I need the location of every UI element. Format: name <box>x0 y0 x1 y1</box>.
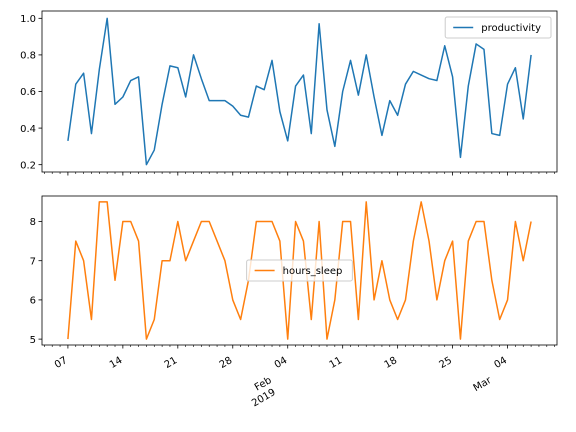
productivity-legend-label: productivity <box>481 23 541 34</box>
hours-sleep-legend: hours_sleep <box>246 259 353 282</box>
series-line-productivity <box>67 17 532 166</box>
hours-sleep-series <box>67 201 532 340</box>
series-line-hours-sleep <box>67 201 532 340</box>
productivity-panel: 0.2 0.4 0.6 0.8 1.0 productivity <box>20 10 558 176</box>
hours-sleep-y-axis: 5 6 7 8 <box>30 217 42 346</box>
y-tick-label: 0.8 <box>20 51 36 62</box>
y-tick-label: 1.0 <box>20 14 36 25</box>
y-tick-label: 7 <box>30 256 36 267</box>
hours-sleep-x-ticks <box>44 345 555 349</box>
hours-sleep-plot-frame <box>41 195 558 346</box>
y-tick-label: 0.4 <box>20 124 36 135</box>
y-tick-label: 8 <box>30 217 36 228</box>
productivity-legend: productivity <box>444 16 552 39</box>
productivity-legend-box <box>444 16 552 39</box>
productivity-series <box>67 17 532 166</box>
y-tick-label: 5 <box>30 335 36 346</box>
hours-sleep-legend-label: hours_sleep <box>283 266 343 277</box>
productivity-y-axis: 0.2 0.4 0.6 0.8 1.0 <box>20 14 42 171</box>
y-tick-label: 0.6 <box>20 87 36 98</box>
y-tick-label: 0.2 <box>20 160 36 171</box>
y-tick-label: 6 <box>30 296 36 307</box>
hours-sleep-legend-box <box>246 259 353 282</box>
productivity-x-ticks <box>44 172 555 176</box>
